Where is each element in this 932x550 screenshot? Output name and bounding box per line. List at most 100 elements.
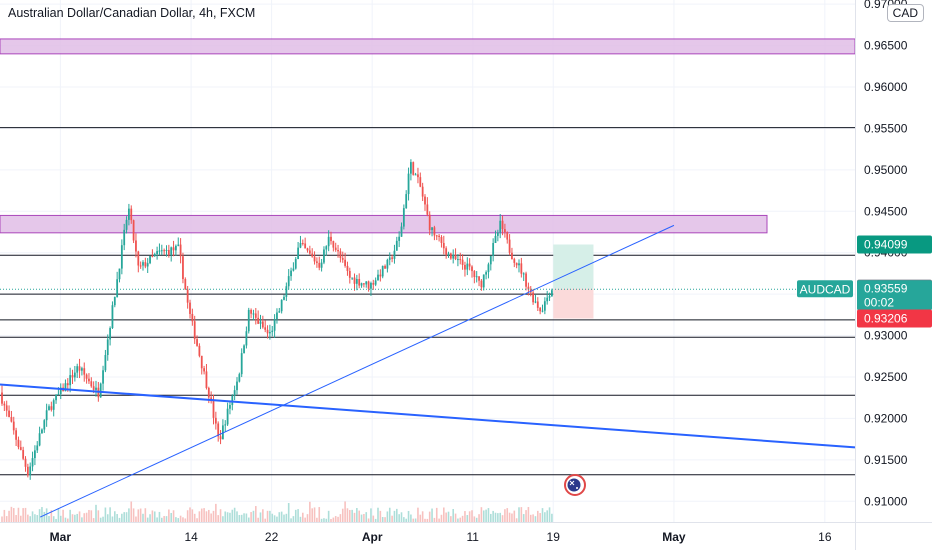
candle-body [158,250,161,252]
volume-bar [504,509,506,522]
candle-body [363,283,365,285]
candle-body [323,249,325,263]
volume-bar [410,514,412,522]
candle-body [17,439,20,448]
price-tick-label: 0.92000 [864,411,908,425]
volume-bar [203,508,205,522]
volume-bar [341,508,344,522]
candle-body [66,383,69,386]
volume-bar [518,507,520,522]
candle-body [128,208,130,220]
volume-bar [445,512,447,522]
volume-bar [414,518,417,522]
volume-bar [452,508,454,522]
volume-bar [525,510,527,522]
volume-bar [196,518,198,522]
volume-bar [529,514,532,522]
volume-bar [433,517,436,522]
volume-bar [511,513,513,522]
volume-bar [146,517,149,522]
volume-bar [532,514,534,522]
candle-body [445,248,448,255]
volume-bar [388,507,391,522]
volume-bar [118,517,121,522]
candle-body [365,281,368,285]
volume-bar [386,511,389,522]
australia-flag-icon[interactable] [564,474,586,496]
volume-bar [3,509,6,522]
volume-bar [240,514,243,522]
volume-bar [466,515,469,522]
candle-body [316,261,318,263]
candle-body [250,309,252,314]
candle-body [478,276,480,281]
candle-body [36,445,39,451]
candle-body [311,253,314,257]
candle-body [485,272,487,275]
candle-body [156,251,158,255]
candle-body [508,239,511,253]
candle-body [435,235,438,237]
volume-bar [428,511,431,522]
candle-body [132,220,135,241]
candle-body [442,242,445,249]
volume-bar [111,516,114,522]
candle-body [377,274,379,281]
volume-bar [480,507,483,522]
time-tick-label: 14 [184,530,198,544]
candle-body [106,339,109,355]
candle-body [207,387,210,398]
candle-body [50,406,53,410]
volume-bar [67,518,69,522]
volume-bar [356,508,358,522]
volume-bar [306,514,309,522]
currency-button[interactable]: CAD [886,4,924,22]
volume-bar [55,518,57,522]
price-tick-label: 0.91500 [864,453,908,467]
candle-body [283,296,285,300]
candle-body [504,229,506,233]
volume-bar [189,507,191,522]
grid-lines [0,0,855,522]
volume-bar [374,518,377,522]
volume-bar [92,518,95,522]
stop-loss-area [553,288,594,319]
volume-bar [447,511,450,522]
candle-body [69,375,72,386]
candle-body [226,408,229,425]
candle-body [360,283,363,286]
volume-bar [327,510,330,522]
candle-body [428,214,431,231]
candle-body [318,262,321,268]
candle-body [372,282,375,285]
volume-bar [339,514,342,522]
volume-bar [435,507,438,522]
volume-bar [431,508,433,522]
candle-body [480,280,483,288]
resistance-zone [0,38,856,55]
volume-bar [450,516,452,522]
candle-body [240,353,243,375]
volume-bar [539,513,541,522]
candle-body [153,254,156,257]
candle-body [73,372,76,378]
volume-bar [344,501,346,522]
candle-body [522,273,525,275]
volume-bar [182,517,184,522]
volume-bar [278,512,281,522]
volume-bar [398,514,400,522]
candle-body [31,458,34,467]
price-tag [857,235,932,254]
volume-bar [90,510,93,522]
volume-bar [393,510,396,522]
candle-body [149,255,151,264]
long-position-tool[interactable] [553,244,594,319]
volume-bar [229,512,231,522]
candle-body [534,301,537,303]
candle-body [400,226,403,237]
candle-body [515,262,518,266]
volume-bar [226,512,229,522]
candle-body [346,265,349,271]
